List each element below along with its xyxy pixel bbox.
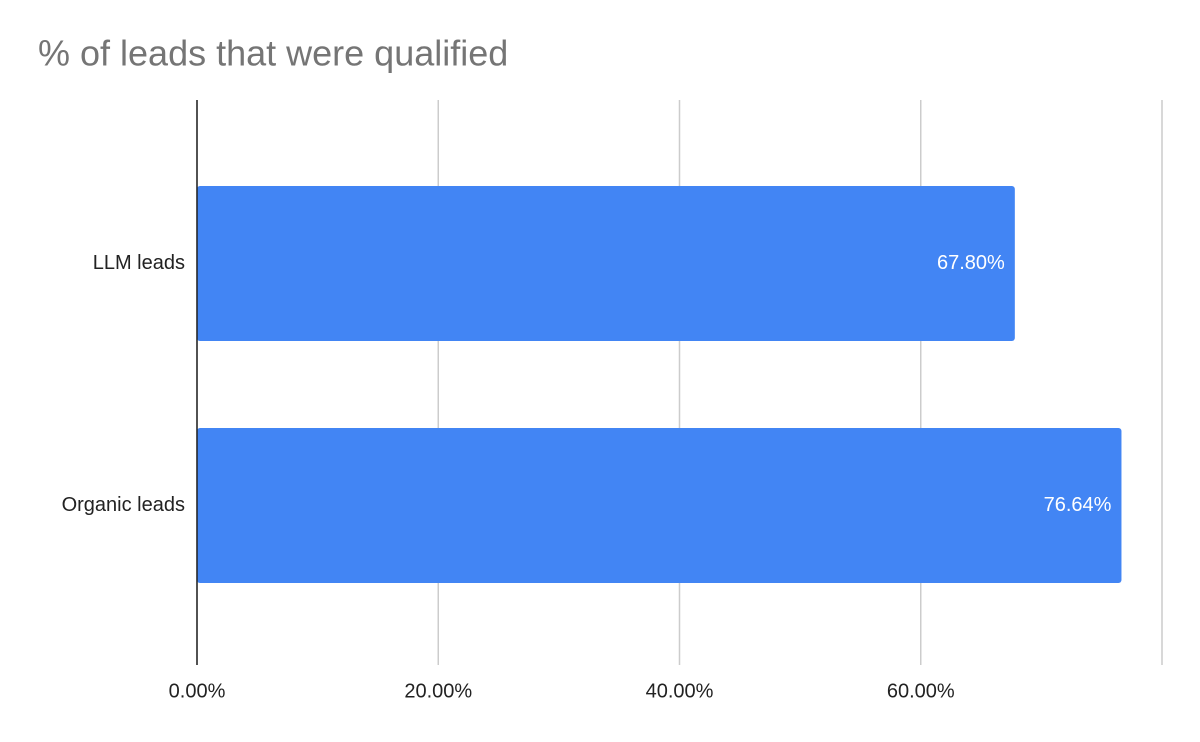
x-tick-label: 20.00% (404, 680, 472, 702)
y-tick-label: Organic leads (62, 494, 185, 516)
bar (197, 428, 1122, 583)
x-tick-label: 60.00% (887, 680, 955, 702)
x-tick-label: 40.00% (646, 680, 714, 702)
y-tick-label: LLM leads (93, 252, 185, 274)
x-tick-label: 0.00% (169, 680, 226, 702)
bar (197, 186, 1015, 341)
value-label: 76.64% (1044, 494, 1112, 516)
chart-title: % of leads that were qualified (38, 33, 508, 74)
value-label: 67.80% (937, 252, 1005, 274)
